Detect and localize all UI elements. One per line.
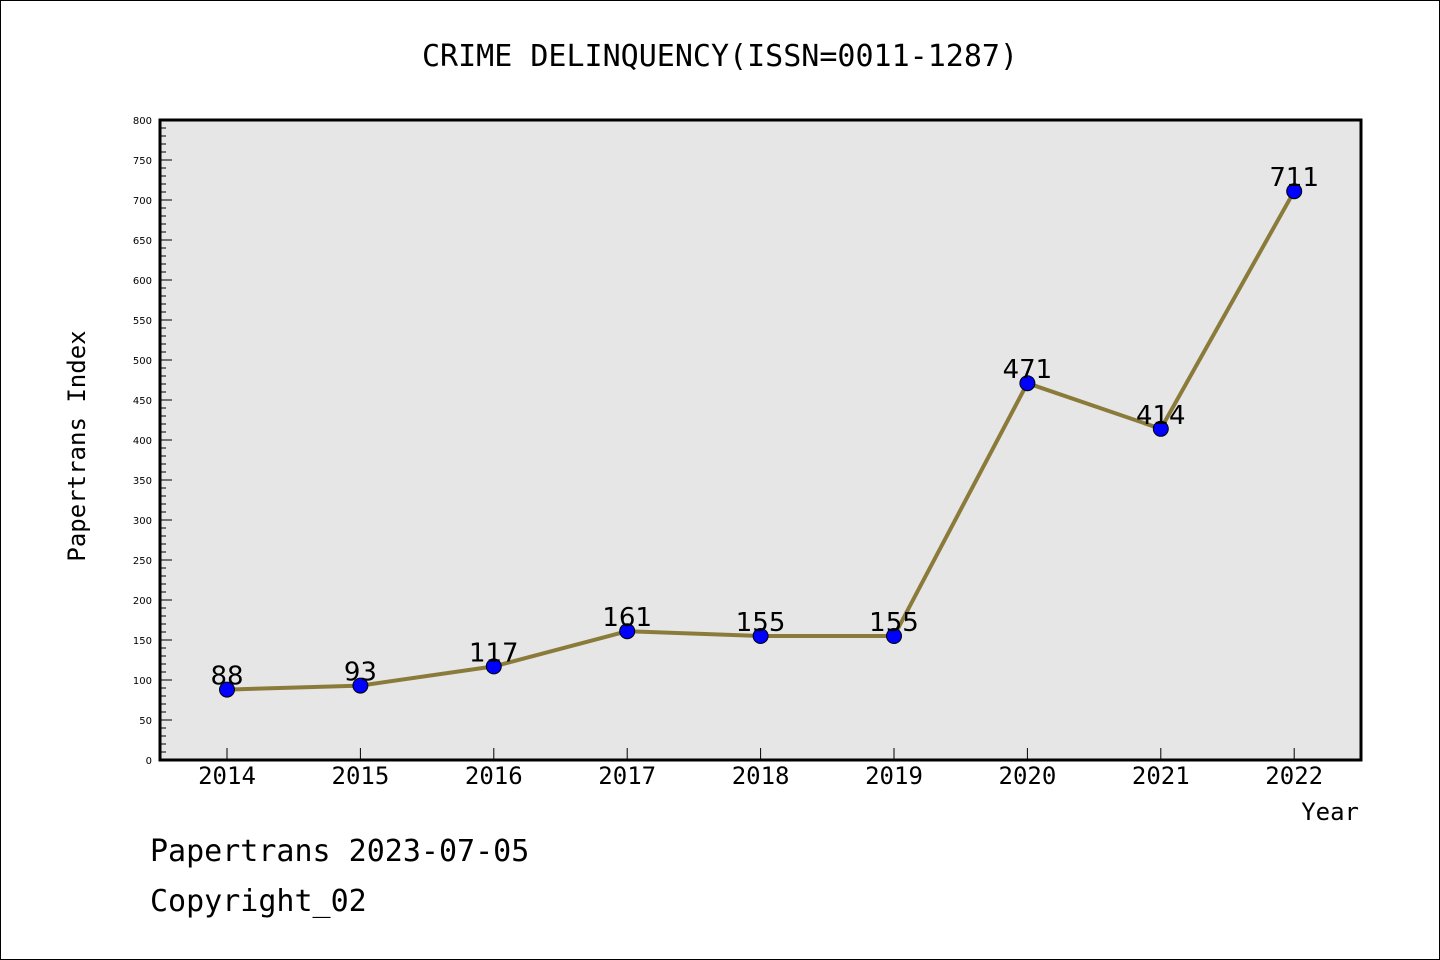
data-point: [1286, 183, 1303, 200]
data-label: 471: [1003, 355, 1053, 385]
y-axis: 0 50 100 150 200 250 300 350 400 450 500 550 600 650 7…: [133, 116, 172, 767]
y-tick-label: 800: [133, 116, 152, 127]
y-tick-label: 100: [133, 676, 152, 687]
data-point: [1019, 375, 1036, 392]
y-tick-label: 300: [133, 516, 152, 527]
x-tick-label: 2020: [999, 762, 1057, 790]
y-tick-label: 500: [133, 356, 152, 367]
plot-area: [158, 118, 1363, 762]
y-tick-label: 250: [133, 556, 152, 567]
data-label: 711: [1269, 163, 1319, 193]
x-tick-label: 2017: [598, 762, 656, 790]
y-tick-label: 150: [133, 636, 152, 647]
data-point: [619, 623, 636, 640]
data-label: 93: [344, 658, 377, 688]
y-axis-label: Papertrans Index: [63, 330, 91, 561]
data-label: 88: [210, 662, 243, 692]
y-tick-label: 750: [133, 156, 152, 167]
data-label: 155: [869, 608, 919, 638]
y-tick-label: 200: [133, 596, 152, 607]
footer-date: Papertrans 2023-07-05: [150, 834, 530, 869]
x-tick-label: 2019: [865, 762, 923, 790]
y-tick-label: 50: [139, 716, 152, 727]
chart-title: CRIME DELINQUENCY(ISSN=0011-1287): [422, 39, 1018, 74]
data-label: 155: [736, 608, 786, 638]
y-tick-label: 0: [146, 756, 152, 767]
x-tick-label: 2014: [198, 762, 256, 790]
data-point: [752, 628, 769, 644]
data-label: 161: [602, 603, 652, 633]
y-tick-label: 350: [133, 476, 152, 487]
data-label: 414: [1136, 401, 1186, 431]
x-tick-label: 2022: [1265, 762, 1323, 790]
data-point: [219, 681, 235, 698]
x-axis-label: Year: [1301, 798, 1359, 826]
y-tick-label: 700: [133, 196, 152, 207]
x-axis: 2014 2015 2016 2017 2018 2019 2020 2021 2022: [198, 748, 1323, 790]
y-tick-label: 400: [133, 436, 152, 447]
y-tick-label: 450: [133, 396, 152, 407]
data-point: [1152, 420, 1169, 437]
x-tick-label: 2018: [732, 762, 790, 790]
x-tick-label: 2015: [332, 762, 390, 790]
footer-copyright: Copyright_02: [150, 884, 367, 919]
data-point: [352, 677, 369, 694]
data-point: [886, 628, 902, 644]
y-tick-label: 650: [133, 236, 152, 247]
y-tick-label: 600: [133, 276, 152, 287]
x-tick-label: 2021: [1132, 762, 1190, 790]
x-tick-label: 2016: [465, 762, 523, 790]
data-point: [485, 658, 502, 675]
data-label: 117: [469, 638, 519, 668]
y-tick-label: 550: [133, 316, 152, 327]
series-group: 88 93 117 161 155 155 471 414 711: [210, 163, 1319, 698]
